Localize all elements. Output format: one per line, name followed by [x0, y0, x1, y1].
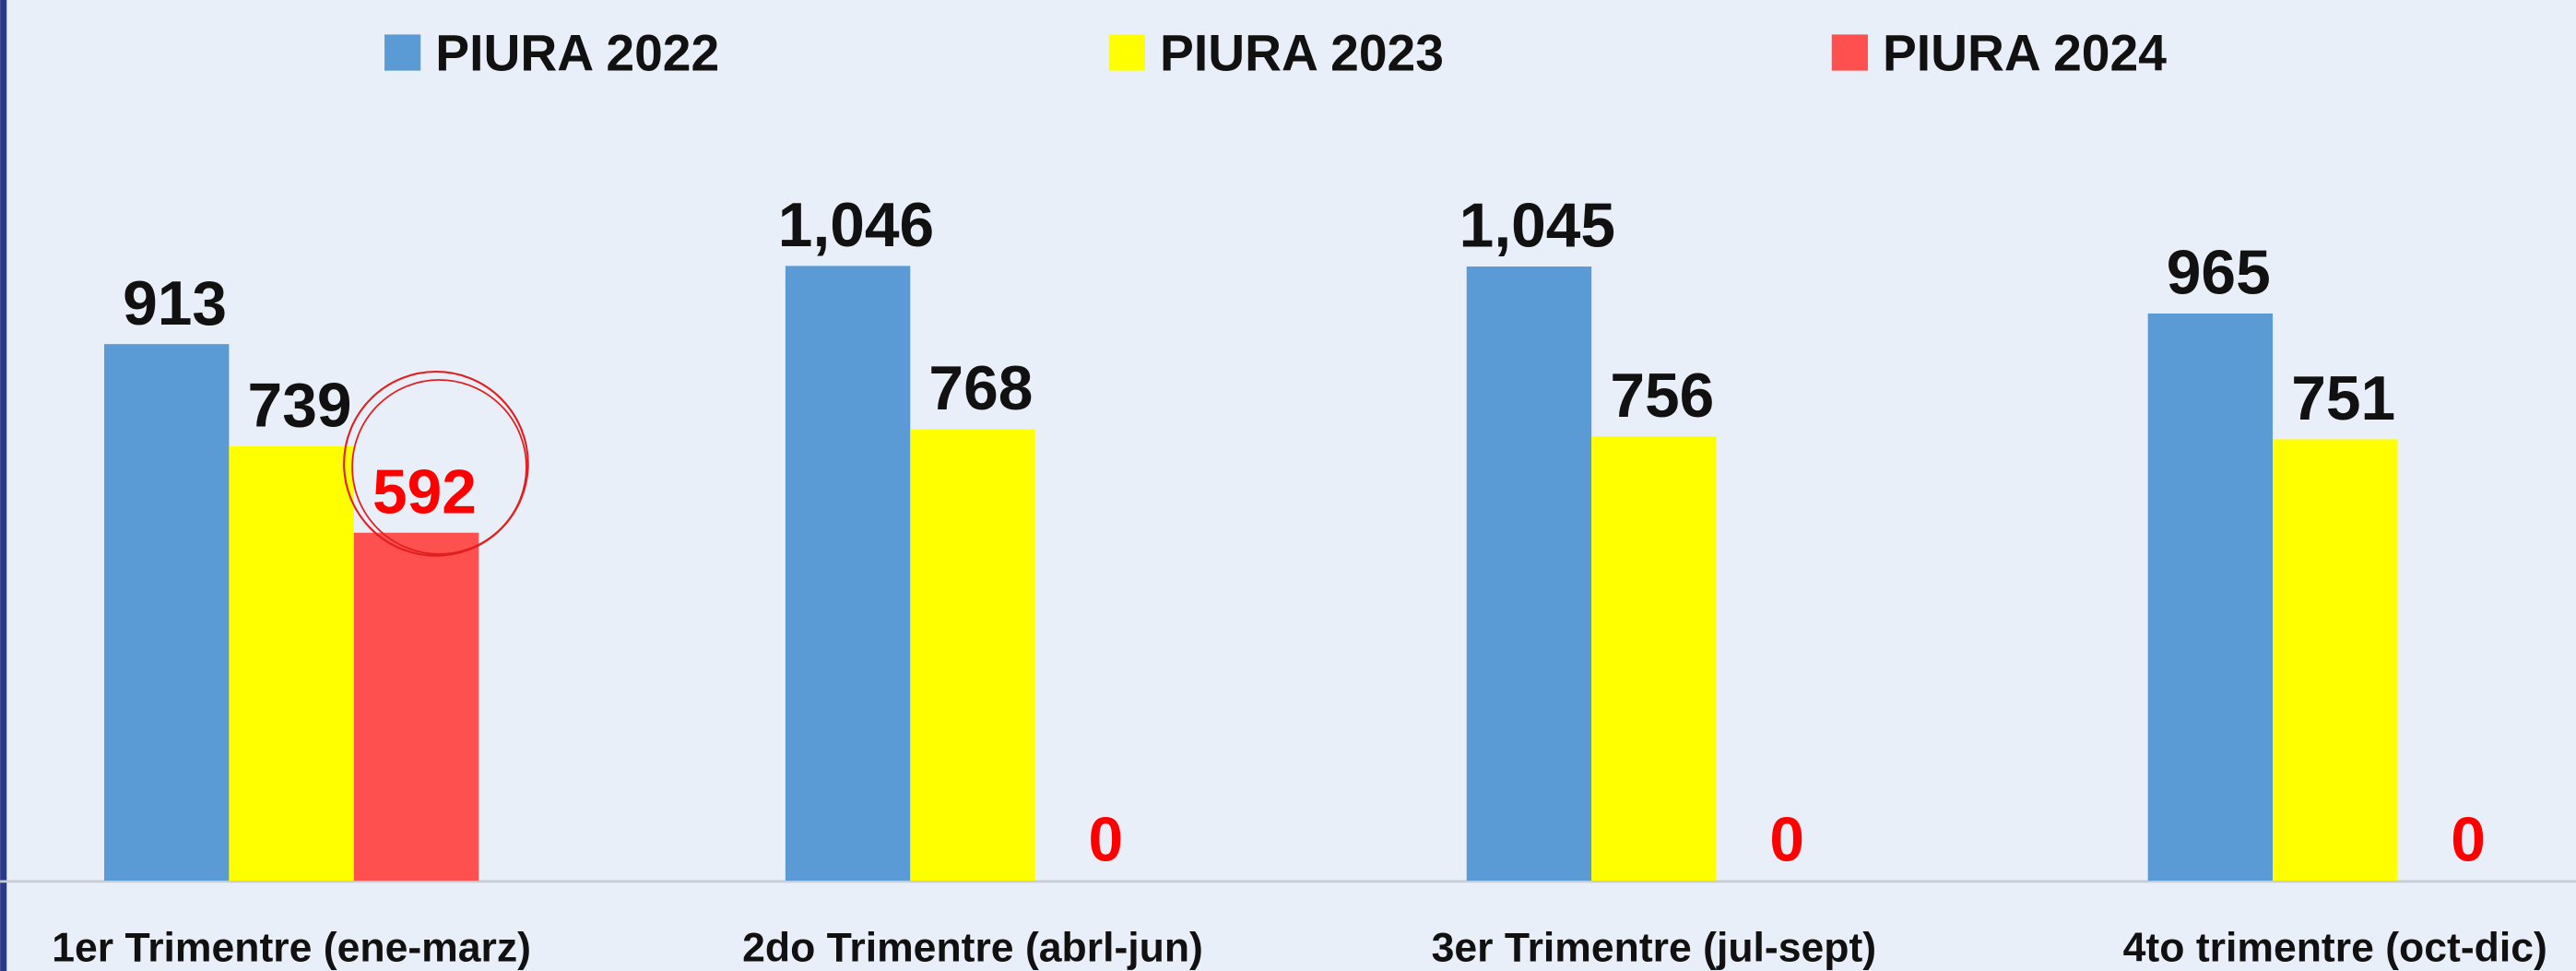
data-label: 0 [1769, 806, 1804, 875]
bar [910, 429, 1035, 882]
data-label: 965 [2167, 239, 2271, 308]
legend-label: PIURA 2024 [1883, 25, 2167, 82]
data-label: 751 [2291, 364, 2395, 433]
bar [103, 344, 230, 882]
legend-label: PIURA 2023 [1160, 25, 1444, 82]
bar [2273, 439, 2398, 882]
x-tick-label: 1er Trimentre (ene-marz) [52, 925, 531, 970]
x-tick-label: 3er Trimentre (jul-sept) [1432, 925, 1877, 970]
bar [1466, 266, 1592, 882]
bar [229, 446, 354, 882]
data-label: 913 [123, 269, 227, 338]
bar [353, 532, 479, 882]
data-label: 739 [248, 372, 352, 441]
data-label: 592 [372, 457, 477, 527]
bar [1591, 436, 1717, 882]
data-label: 768 [928, 354, 1033, 423]
legend-swatch [384, 34, 421, 71]
legend-swatch [1831, 34, 1868, 71]
x-tick-label: 4to trimentre (oct-dic) [2123, 925, 2547, 970]
highlight-circle [343, 371, 529, 557]
left-border [0, 0, 7, 971]
legend-swatch [1108, 34, 1145, 71]
data-label: 1,046 [778, 191, 934, 260]
highlight-circle [351, 379, 527, 555]
data-label: 0 [1088, 806, 1123, 875]
x-tick-label: 2do Trimentre (abrl-jun) [742, 925, 1203, 970]
data-label: 1,045 [1459, 192, 1615, 261]
data-label: 0 [2451, 806, 2486, 875]
bar [785, 266, 911, 882]
bar [2147, 314, 2274, 882]
data-label: 756 [1610, 361, 1714, 431]
legend-label: PIURA 2022 [435, 25, 719, 82]
